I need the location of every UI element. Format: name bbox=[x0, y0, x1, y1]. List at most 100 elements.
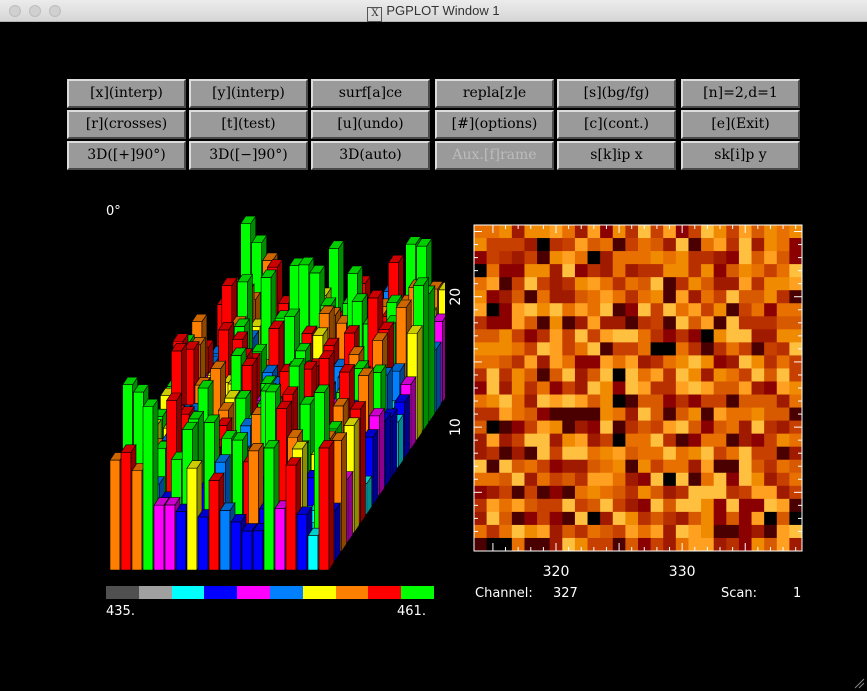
heatmap-cell bbox=[789, 277, 803, 291]
heatmap-cell bbox=[701, 524, 715, 539]
command-button[interactable]: repla[z]e bbox=[435, 79, 554, 108]
heatmap-cell bbox=[776, 290, 790, 304]
heatmap-cell bbox=[713, 251, 727, 265]
heatmap-cell bbox=[764, 368, 778, 382]
heatmap-cell bbox=[713, 433, 727, 448]
heatmap-cell bbox=[663, 511, 677, 526]
heatmap-cell bbox=[764, 420, 778, 435]
zoom-window-button[interactable] bbox=[49, 5, 61, 17]
heatmap-cell bbox=[764, 342, 778, 356]
heatmap-cell bbox=[511, 264, 525, 278]
command-button[interactable]: s[k]ip x bbox=[557, 141, 676, 170]
heatmap-cell bbox=[675, 251, 689, 265]
heatmap-cell bbox=[764, 524, 778, 539]
heatmap-cell bbox=[511, 342, 525, 356]
heatmap-cell bbox=[562, 355, 576, 369]
heatmap-cell bbox=[600, 511, 614, 526]
heatmap-cell bbox=[688, 355, 702, 369]
heatmap-cell bbox=[537, 537, 551, 552]
heatmap-cell bbox=[511, 472, 525, 487]
heatmap-cell bbox=[638, 459, 652, 474]
heatmap-cell bbox=[776, 342, 790, 356]
heatmap-cell bbox=[524, 537, 538, 552]
heatmap-plot[interactable]: 320 330 10 20 bbox=[440, 215, 820, 585]
heatmap-cell bbox=[650, 329, 664, 343]
heatmap-cell bbox=[486, 459, 500, 474]
heatmap-cell bbox=[776, 316, 790, 330]
heatmap-cell bbox=[574, 264, 589, 278]
command-button[interactable]: [n]=2,d=1 bbox=[681, 79, 800, 108]
heatmap-cell bbox=[524, 446, 538, 461]
heatmap-cell bbox=[486, 511, 500, 526]
command-button[interactable]: 3D(auto) bbox=[311, 141, 430, 170]
heatmap-cell bbox=[625, 472, 639, 487]
heatmap-cell bbox=[511, 524, 525, 539]
heatmap-cell bbox=[587, 303, 601, 317]
heatmap-cell bbox=[474, 316, 488, 330]
command-button[interactable]: [s](bg/fg) bbox=[557, 79, 676, 108]
command-button[interactable]: [r](crosses) bbox=[67, 110, 186, 139]
heatmap-cell bbox=[701, 485, 715, 500]
heatmap-cell bbox=[663, 342, 677, 356]
heatmap-cell bbox=[511, 498, 525, 513]
heatmap-cell bbox=[511, 329, 525, 343]
heatmap-cell bbox=[474, 498, 488, 513]
heatmap-cell bbox=[587, 277, 601, 291]
heatmap-cell bbox=[549, 342, 563, 356]
heatmap-cell bbox=[537, 524, 551, 539]
heatmap-cell bbox=[789, 433, 803, 448]
heatmap-cell bbox=[738, 329, 753, 343]
heatmap-cell bbox=[524, 342, 538, 356]
heatmap-cell bbox=[650, 342, 664, 356]
resize-grip-icon[interactable] bbox=[853, 677, 865, 689]
heatmap-cell bbox=[688, 238, 702, 252]
heatmap-cell bbox=[751, 264, 765, 278]
heatmap-cell bbox=[511, 485, 525, 500]
heatmap-cell bbox=[600, 303, 614, 317]
heatmap-cell bbox=[524, 524, 538, 539]
heatmap-cell bbox=[764, 485, 778, 500]
command-button[interactable]: surf[a]ce bbox=[311, 79, 430, 108]
heatmap-cell bbox=[713, 394, 727, 409]
heatmap-cell bbox=[499, 511, 513, 526]
command-button[interactable]: [y](interp) bbox=[189, 79, 308, 108]
colorbar-swatch bbox=[401, 586, 434, 599]
heatmap-cell bbox=[638, 277, 652, 291]
heatmap-cell bbox=[726, 459, 740, 474]
heatmap-cell bbox=[600, 498, 614, 513]
heatmap-cell bbox=[701, 420, 715, 435]
heatmap-cell bbox=[511, 368, 525, 382]
command-button[interactable]: [x](interp) bbox=[67, 79, 186, 108]
heatmap-cell bbox=[776, 368, 790, 382]
close-window-button[interactable] bbox=[9, 5, 21, 17]
heatmap-cell bbox=[663, 498, 677, 513]
heatmap-cell bbox=[776, 498, 790, 513]
heatmap-cell bbox=[537, 381, 551, 396]
heatmap-cell bbox=[511, 225, 525, 239]
heatmap-cell bbox=[713, 498, 727, 513]
command-button[interactable]: sk[i]p y bbox=[681, 141, 800, 170]
heatmap-cell bbox=[650, 459, 664, 474]
command-button[interactable]: Aux.[f]rame bbox=[435, 141, 554, 170]
3d-surface-plot[interactable] bbox=[100, 200, 445, 580]
heatmap-cell bbox=[537, 394, 551, 409]
heatmap-cell bbox=[574, 355, 589, 369]
heatmap-cell bbox=[776, 433, 790, 448]
command-button[interactable]: [u](undo) bbox=[311, 110, 430, 139]
heatmap-cell bbox=[751, 498, 765, 513]
heatmap-cell bbox=[549, 524, 563, 539]
command-button[interactable]: 3D([+]90°) bbox=[67, 141, 186, 170]
heatmap-cell bbox=[701, 303, 715, 317]
heatmap-cell bbox=[701, 225, 715, 239]
heatmap-cell bbox=[625, 394, 639, 409]
heatmap-cell bbox=[776, 524, 790, 539]
command-button[interactable]: [#](options) bbox=[435, 110, 554, 139]
heatmap-cell bbox=[486, 238, 500, 252]
heatmap-cell bbox=[713, 407, 727, 422]
command-button[interactable]: 3D([−]90°) bbox=[189, 141, 308, 170]
minimize-window-button[interactable] bbox=[29, 5, 41, 17]
heatmap-cell bbox=[574, 433, 589, 448]
command-button[interactable]: [t](test) bbox=[189, 110, 308, 139]
command-button[interactable]: [e](Exit) bbox=[681, 110, 800, 139]
command-button[interactable]: [c](cont.) bbox=[557, 110, 676, 139]
